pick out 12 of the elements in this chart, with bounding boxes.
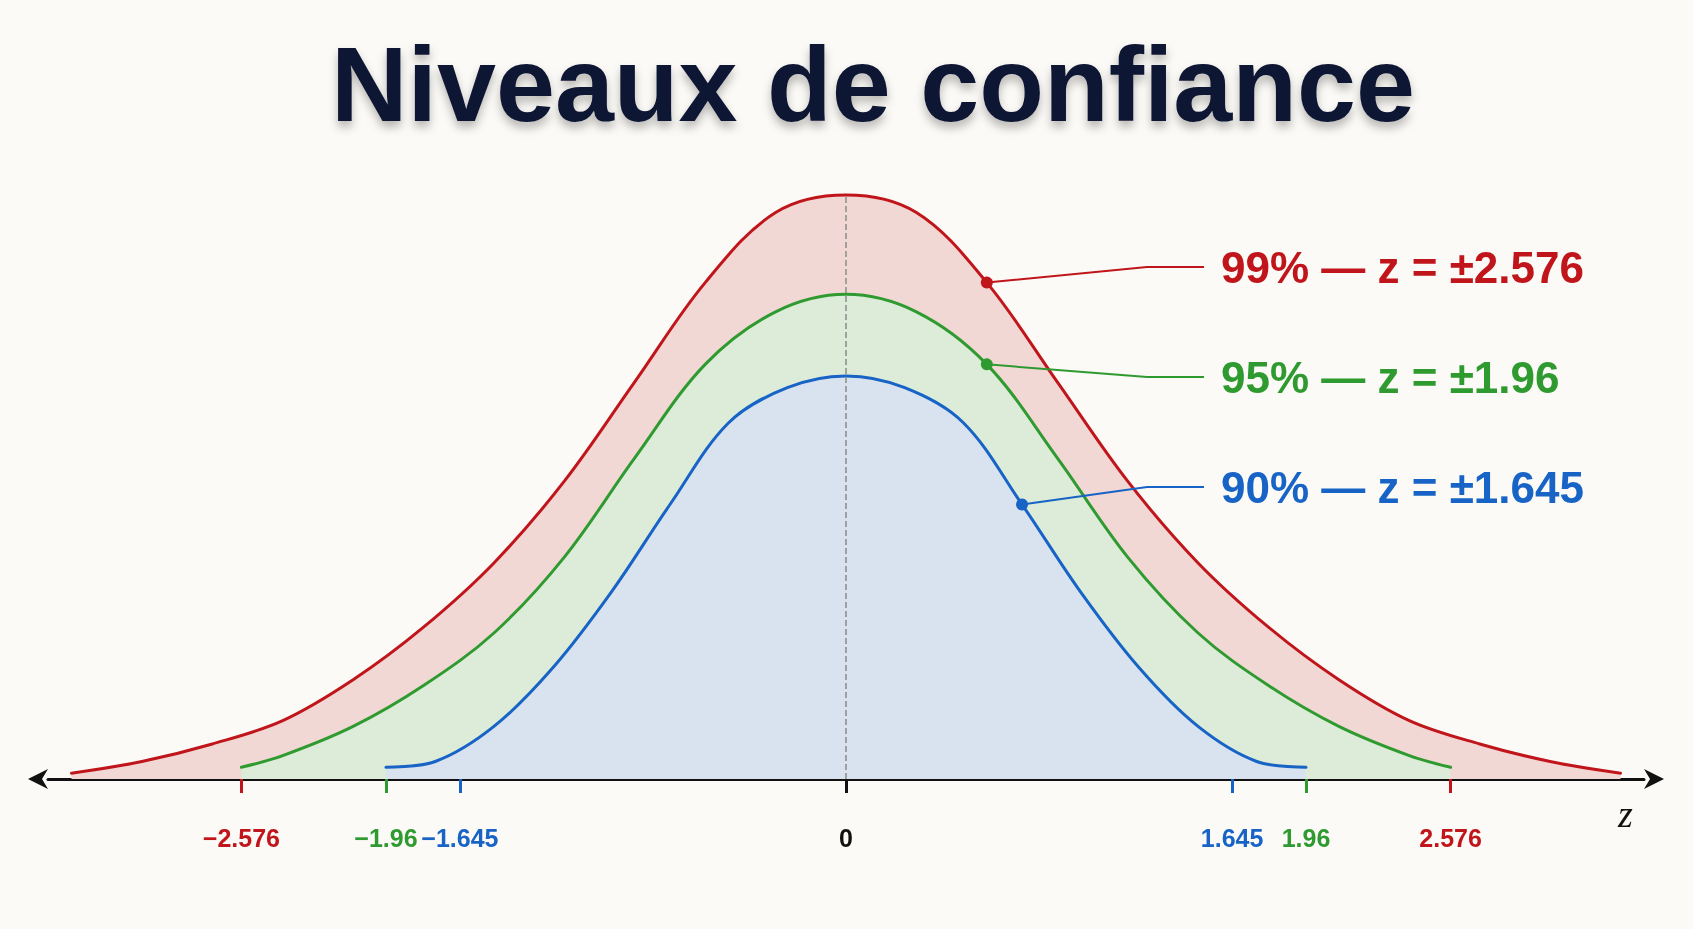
x-tick-label: −2.576: [202, 823, 280, 852]
x-tick-label: −1.645: [421, 823, 499, 852]
x-tick-label: 2.576: [1419, 823, 1482, 852]
legend-label: 90% — z = ±1.645: [1221, 462, 1584, 512]
legend-label: 95% — z = ±1.96: [1221, 352, 1560, 402]
x-tick-label: −1.96: [354, 823, 418, 852]
x-axis-title: z: [1617, 793, 1633, 835]
x-tick-label: 1.96: [1281, 823, 1331, 852]
x-tick-label: 1.645: [1200, 823, 1264, 852]
x-tick-label: 0: [839, 823, 853, 852]
legend-label: 99% — z = ±2.576: [1221, 242, 1584, 292]
chart-title: Niveaux de confiance: [331, 25, 1415, 143]
